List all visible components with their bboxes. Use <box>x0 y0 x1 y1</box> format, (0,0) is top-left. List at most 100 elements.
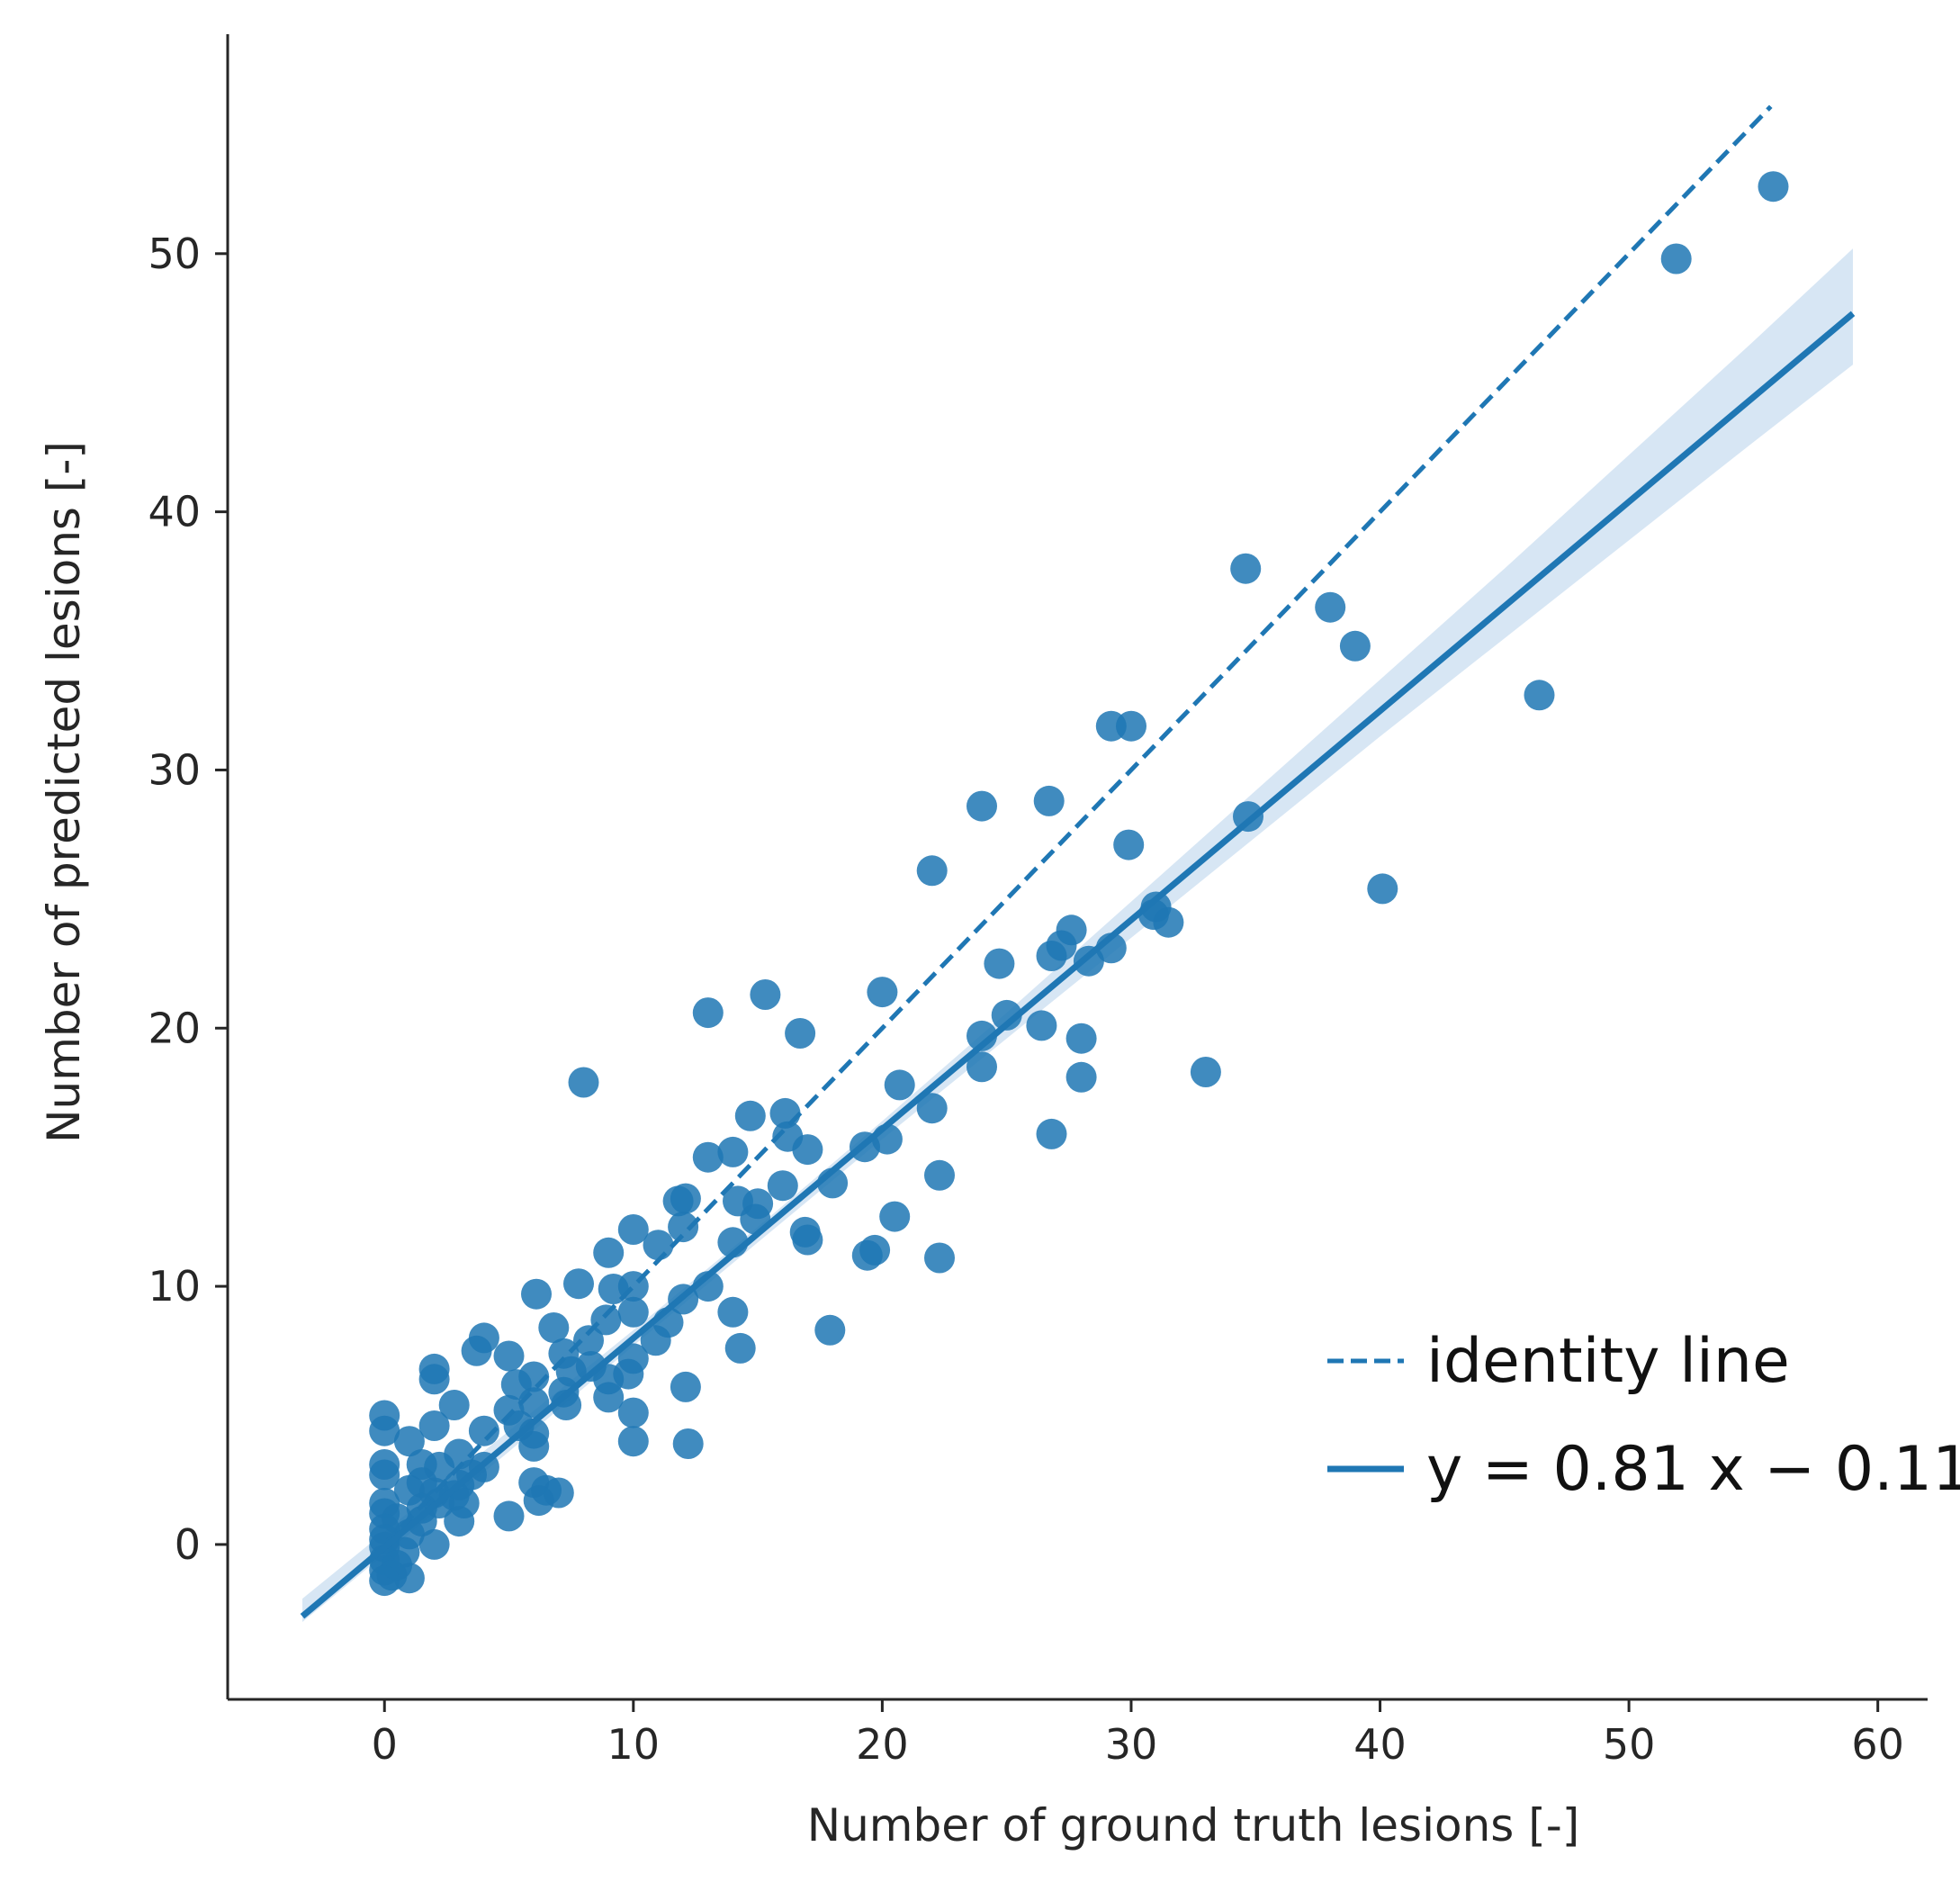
data-point <box>792 1224 823 1256</box>
data-point <box>617 1397 649 1428</box>
data-point <box>643 1230 674 1261</box>
data-point <box>717 1296 749 1328</box>
data-point <box>593 1382 625 1413</box>
data-point <box>916 1093 948 1124</box>
data-point <box>750 979 781 1010</box>
x-tick-label: 20 <box>856 1720 909 1769</box>
data-point <box>916 855 948 887</box>
y-tick-label: 0 <box>175 1520 201 1569</box>
legend-regression-label: y = 0.81 x − 0.11 <box>1426 1434 1960 1505</box>
data-point <box>640 1325 671 1356</box>
data-point <box>563 1268 594 1300</box>
data-point <box>521 1278 552 1310</box>
data-point <box>924 1159 955 1191</box>
data-point <box>568 1067 599 1098</box>
data-point <box>369 1459 400 1491</box>
data-point <box>1113 829 1145 860</box>
data-point <box>1230 553 1262 584</box>
data-point <box>859 1234 891 1266</box>
data-point <box>967 1020 997 1051</box>
data-point <box>792 1134 823 1166</box>
data-point <box>418 1364 450 1395</box>
data-point <box>1065 1023 1097 1054</box>
data-point <box>523 1485 554 1517</box>
data-point <box>814 1314 846 1346</box>
data-point <box>438 1390 470 1420</box>
data-point <box>879 1201 911 1232</box>
x-axis-title: Number of ground truth lesions [-] <box>807 1799 1580 1851</box>
legend-identity-label: identity line <box>1426 1326 1790 1397</box>
legend: identity line y = 0.81 x − 0.11 <box>1327 1326 1960 1505</box>
data-point <box>461 1335 492 1366</box>
data-point <box>468 1415 499 1446</box>
data-point <box>1339 630 1371 662</box>
x-tick-label: 50 <box>1603 1720 1656 1769</box>
x-tick-label: 10 <box>607 1720 661 1769</box>
data-point <box>418 1410 450 1441</box>
data-point <box>1315 591 1346 623</box>
tick-marks: 0 10 20 30 40 50 60 0 10 20 30 40 50 <box>148 230 1904 1769</box>
data-point <box>1065 1061 1097 1093</box>
x-tick-label: 0 <box>372 1720 398 1769</box>
data-point <box>991 999 1022 1031</box>
data-point <box>692 997 724 1029</box>
data-point <box>884 1069 915 1101</box>
data-point <box>1036 941 1067 971</box>
data-point <box>924 1242 955 1274</box>
data-point <box>617 1296 649 1328</box>
data-point <box>518 1430 550 1462</box>
data-point <box>717 1136 749 1167</box>
axes <box>226 34 1928 1701</box>
data-point <box>369 1415 400 1446</box>
data-point <box>672 1428 704 1459</box>
data-point <box>1660 243 1692 275</box>
data-point <box>1190 1057 1221 1087</box>
data-point <box>1036 1118 1067 1149</box>
data-point <box>393 1426 425 1457</box>
regression-line <box>300 311 1856 1619</box>
x-tick-label: 60 <box>1851 1720 1904 1769</box>
data-point <box>1524 680 1555 711</box>
data-point <box>598 1274 629 1304</box>
data-point <box>724 1332 756 1364</box>
line-layer <box>300 104 1856 1619</box>
y-tick-label: 10 <box>148 1262 201 1311</box>
y-tick-label: 50 <box>148 230 201 278</box>
y-axis-title: Number of predicted lesions [-] <box>38 441 90 1143</box>
data-point <box>1033 785 1065 816</box>
data-point <box>538 1312 570 1343</box>
data-point <box>1758 171 1789 203</box>
data-point <box>670 1371 701 1402</box>
data-point <box>767 1170 798 1202</box>
data-point <box>418 1528 450 1560</box>
x-tick-label: 30 <box>1105 1720 1158 1769</box>
data-point <box>493 1500 525 1532</box>
data-point <box>1367 873 1398 905</box>
x-tick-label: 40 <box>1353 1720 1407 1769</box>
data-point <box>573 1325 604 1356</box>
data-point <box>967 790 997 822</box>
data-point <box>617 1426 649 1457</box>
data-point <box>593 1237 625 1268</box>
data-point <box>785 1018 816 1049</box>
data-point <box>444 1506 475 1537</box>
data-point <box>1026 1010 1057 1041</box>
data-point <box>590 1304 622 1336</box>
y-tick-label: 20 <box>148 1004 201 1052</box>
data-point <box>1073 945 1104 977</box>
identity-line <box>382 104 1773 1546</box>
data-point <box>734 1100 766 1131</box>
data-point <box>984 948 1015 979</box>
data-point <box>617 1214 649 1245</box>
data-point <box>867 977 898 1008</box>
data-point <box>668 1212 699 1243</box>
data-point <box>382 1549 413 1581</box>
data-point <box>493 1340 525 1372</box>
y-tick-label: 40 <box>148 488 201 536</box>
data-point <box>967 1051 997 1083</box>
y-tick-label: 30 <box>148 745 201 794</box>
data-point <box>692 1141 724 1173</box>
data-point <box>1116 710 1146 742</box>
